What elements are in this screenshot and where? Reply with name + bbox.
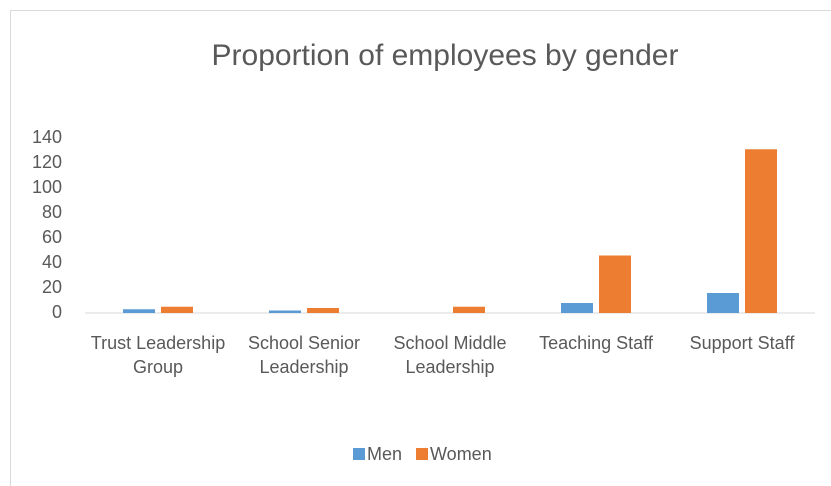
bar: [123, 309, 155, 313]
chart-border: [10, 10, 831, 486]
y-tick-label: 20: [42, 277, 62, 297]
y-tick-label: 40: [42, 252, 62, 272]
x-tick-label: School Middle Leadership: [393, 333, 507, 377]
legend-label: Men: [367, 444, 402, 464]
x-tick-label: School Senior Leadership: [247, 333, 361, 377]
y-tick-label: 100: [32, 177, 62, 197]
y-tick-label: 80: [42, 202, 62, 222]
bar: [561, 303, 593, 313]
x-tick-label: Support Staff: [689, 333, 795, 353]
bar: [269, 310, 301, 313]
y-tick-label: 140: [32, 127, 62, 147]
bar: [161, 306, 193, 313]
bar: [453, 306, 485, 313]
y-tick-label: 0: [52, 302, 62, 322]
legend-label: Women: [430, 444, 492, 464]
bar: [745, 149, 777, 313]
chart-title: Proportion of employees by gender: [212, 39, 679, 72]
legend-swatch: [416, 448, 429, 460]
y-tick-label: 120: [32, 152, 62, 172]
y-tick-label: 60: [42, 227, 62, 247]
bar: [307, 308, 339, 313]
legend-swatch: [353, 448, 365, 460]
x-tick-label: Teaching Staff: [539, 333, 653, 353]
x-tick-label: Trust Leadership Group: [90, 333, 226, 377]
bar: [707, 293, 739, 313]
bar: [599, 255, 631, 313]
